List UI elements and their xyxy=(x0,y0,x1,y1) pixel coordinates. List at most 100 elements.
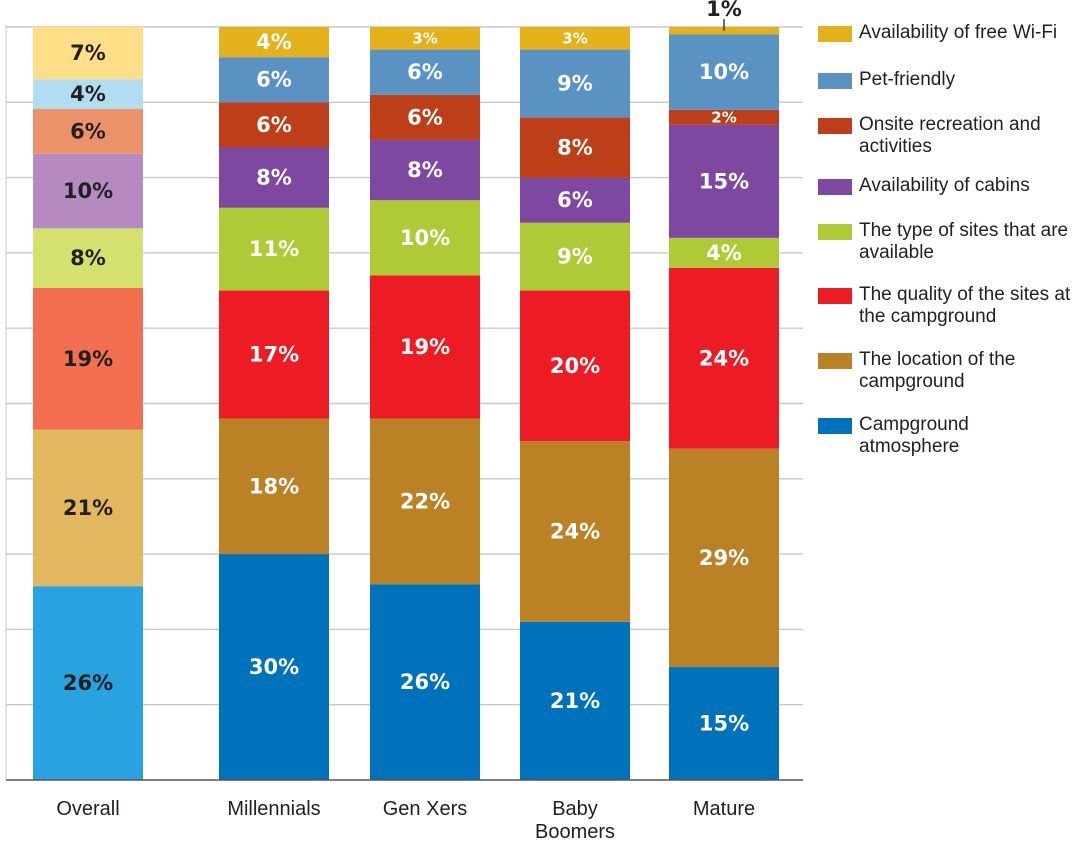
bar-segment xyxy=(33,429,143,587)
legend-item-pet-friendly: Pet-friendly xyxy=(818,69,1074,91)
data-label: 17% xyxy=(249,343,299,367)
bar-stack-millennials: 30% 18% 17% 11% 8% 6% 6% 4% xyxy=(219,27,329,780)
legend-item-atmosphere: Campground atmosphere xyxy=(818,414,1074,458)
data-label: 24% xyxy=(699,346,749,370)
bar-segment xyxy=(669,667,779,780)
data-label: 10% xyxy=(400,226,450,250)
bar-segment xyxy=(669,267,779,449)
data-label: 3% xyxy=(562,29,587,47)
legend-label: The quality of the sites at the campgrou… xyxy=(859,284,1071,327)
legend-label: Onsite recreation and activities xyxy=(859,114,1041,157)
bar-stack-baby-boomers: 21% 24% 20% 9% 6% 8% 9% 3% xyxy=(520,27,630,780)
data-label: 11% xyxy=(249,237,299,261)
data-label: 10% xyxy=(63,179,113,203)
data-label: 21% xyxy=(63,496,113,520)
legend-label: Campground atmosphere xyxy=(859,414,969,457)
data-label: 4% xyxy=(706,241,742,265)
bar-segment xyxy=(33,287,143,430)
legend-swatch xyxy=(818,118,852,134)
category-label: Baby Boomers xyxy=(535,798,615,843)
bar-stack-overall: 26% 21% 19% 8% 10% 6% 4% 7% xyxy=(33,27,143,780)
legend-label: The location of the campground xyxy=(859,349,1016,392)
data-label: 8% xyxy=(70,246,106,270)
legend-swatch xyxy=(818,418,852,434)
legend-item-wifi: Availability of free Wi-Fi xyxy=(818,22,1074,44)
category-label-line: Millennials xyxy=(227,798,320,820)
legend-label: Availability of free Wi-Fi xyxy=(859,22,1058,43)
bar-segment xyxy=(219,554,329,780)
data-label: 21% xyxy=(550,689,600,713)
legend-swatch xyxy=(818,26,852,42)
bar-segment xyxy=(370,27,480,50)
data-label: 3% xyxy=(412,29,437,47)
legend-swatch xyxy=(818,224,852,240)
bar-segment xyxy=(370,418,480,585)
data-label: 6% xyxy=(407,60,443,84)
category-label-line: Mature xyxy=(693,798,755,820)
data-label: 8% xyxy=(256,166,292,190)
category-label: Millennials xyxy=(227,798,320,820)
legend-item-cabins: Availability of cabins xyxy=(818,175,1074,197)
bar-segment xyxy=(219,290,329,419)
category-label-line: Gen Xers xyxy=(383,798,467,820)
legend-swatch xyxy=(818,353,852,369)
x-axis: Overall Millennials Gen Xers Baby Boomers Mat… xyxy=(6,779,803,843)
data-label: 6% xyxy=(70,119,106,143)
data-label: 8% xyxy=(557,135,593,159)
bar-segment xyxy=(33,153,143,229)
data-label: 2% xyxy=(711,108,736,126)
data-label: 26% xyxy=(63,671,113,695)
bar-segment xyxy=(370,94,480,140)
bar-segment xyxy=(219,27,329,58)
data-label: 15% xyxy=(699,169,749,193)
bar-segment xyxy=(520,27,630,50)
data-label: 29% xyxy=(699,546,749,570)
bar-segment xyxy=(669,448,779,668)
data-label: 15% xyxy=(699,712,749,736)
legend-label: Availability of cabins xyxy=(859,175,1030,196)
data-label: 18% xyxy=(249,474,299,498)
bar-segment xyxy=(33,586,143,780)
bar-segment xyxy=(219,418,329,555)
category-label: Gen Xers xyxy=(383,798,467,820)
bar-stacks: 26% 21% 19% 8% 10% 6% 4% 7% 30% 18% 17% 11% 8% 6% 6% 4%… xyxy=(33,0,779,780)
bar-segment xyxy=(520,621,630,780)
bar-segment xyxy=(370,584,480,780)
bar-segment xyxy=(520,117,630,178)
bar-segment xyxy=(520,290,630,442)
data-label: 10% xyxy=(699,60,749,84)
bar-segment xyxy=(219,57,329,103)
data-label: 22% xyxy=(400,489,450,513)
bar-stack-gen-xers: 26% 22% 19% 10% 8% 6% 6% 3% xyxy=(370,27,480,780)
legend-item-site-type: The type of sites that are available xyxy=(818,220,1074,264)
legend-swatch xyxy=(818,73,852,89)
bar-segment xyxy=(669,237,779,268)
data-label: 19% xyxy=(63,347,113,371)
bar-segment xyxy=(669,34,779,110)
bar-segment xyxy=(370,200,480,276)
data-label: 8% xyxy=(407,158,443,182)
data-label: 30% xyxy=(249,655,299,679)
bar-segment xyxy=(33,228,143,288)
bar-segment xyxy=(33,109,143,154)
data-label: 4% xyxy=(256,30,292,54)
legend-item-location: The location of the campground xyxy=(818,349,1074,393)
bar-segment xyxy=(33,79,143,110)
data-label: 9% xyxy=(557,245,593,269)
bar-stack-mature: 15% 29% 24% 4% 15% 2% 10% 1% xyxy=(669,0,779,780)
data-label: 6% xyxy=(256,68,292,92)
category-label-line: Overall xyxy=(56,798,119,820)
bar-segment xyxy=(370,49,480,95)
data-label: 4% xyxy=(70,82,106,106)
category-label: Overall xyxy=(56,798,119,820)
data-label: 20% xyxy=(550,354,600,378)
bar-segment xyxy=(669,109,779,125)
data-label: 9% xyxy=(557,71,593,95)
bar-segment xyxy=(520,177,630,223)
legend-item-recreation: Onsite recreation and activities xyxy=(818,114,1074,158)
legend-swatch xyxy=(818,288,852,304)
bar-segment xyxy=(669,124,779,238)
bar-segment xyxy=(33,27,143,80)
category-label: Mature xyxy=(693,798,755,820)
legend-label: The type of sites that are available xyxy=(859,220,1069,263)
